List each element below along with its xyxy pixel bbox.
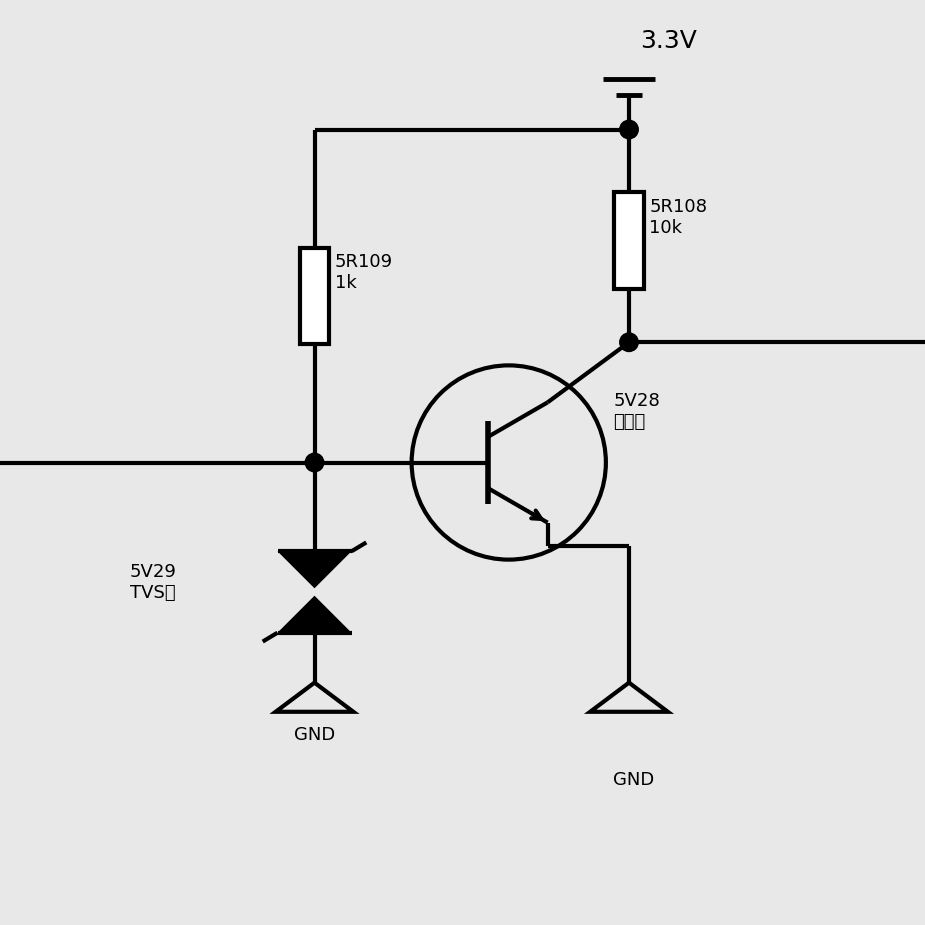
Text: GND: GND: [294, 726, 335, 744]
Bar: [614, 192, 644, 289]
Circle shape: [305, 453, 324, 472]
Text: GND: GND: [613, 771, 654, 789]
Circle shape: [620, 120, 638, 139]
Polygon shape: [278, 551, 352, 588]
Bar: [300, 248, 329, 344]
Text: 5V29
TVS管: 5V29 TVS管: [130, 563, 177, 602]
Polygon shape: [278, 596, 352, 633]
Text: 5V28
三极管: 5V28 三极管: [613, 392, 660, 431]
Text: 3.3V: 3.3V: [640, 29, 697, 53]
Circle shape: [620, 333, 638, 352]
Text: 5R109
1k: 5R109 1k: [335, 253, 393, 292]
Text: 5R108
10k: 5R108 10k: [649, 198, 708, 237]
